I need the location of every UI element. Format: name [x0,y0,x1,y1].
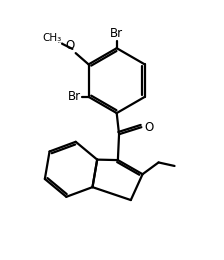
Text: Br: Br [110,27,123,40]
Text: O: O [65,39,75,52]
Text: O: O [144,121,153,134]
Text: methoxy: methoxy [58,42,64,43]
Text: Br: Br [68,90,81,103]
Text: CH₃: CH₃ [43,33,62,43]
